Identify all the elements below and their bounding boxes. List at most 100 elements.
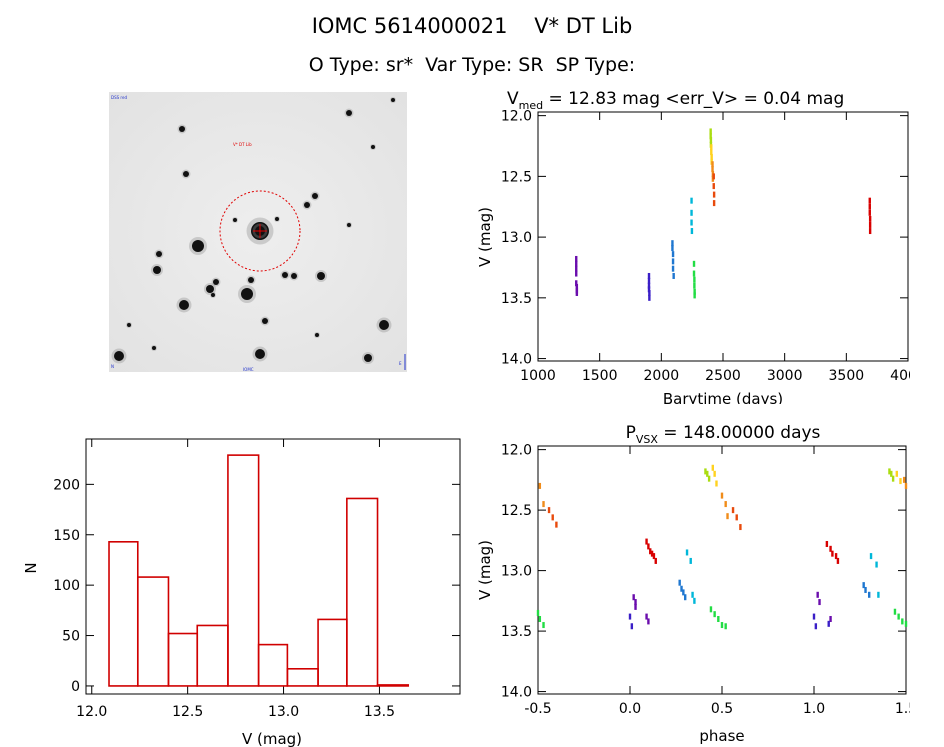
phased-y-tick-label: 14.0 [501,685,532,701]
phased-plot-frame [537,445,907,695]
sky-label-right: E [399,361,402,366]
lightcurve-y-ticks: 12.0 12.5 13.0 13.5 14.0 [501,109,908,368]
star [282,272,288,278]
phased-point [685,549,689,556]
lightcurve-point [575,283,579,290]
phased-x-tick-label: 1.5 [895,701,910,717]
phased-point [649,548,652,555]
lightcurve-point [671,265,675,272]
star [255,349,265,359]
lightcurve-point [671,258,675,265]
lightcurve-point [712,183,715,190]
aperture-circle [219,190,301,272]
star [315,333,319,337]
phased-point [739,524,742,531]
phased-y-label: V (mag) [476,540,494,600]
histogram-x-label: V (mag) [242,730,302,747]
star [179,126,185,132]
phased-x-tick-label: 0.0 [619,701,641,717]
phased-point [827,620,830,627]
field-stars [111,97,396,364]
lightcurve-title: Vmed = 12.83 mag <err_V> = 0.04 mag [507,89,844,112]
sky-label-top-left: DSS red [111,95,127,100]
phased-point [816,591,819,598]
lightcurve-point [692,260,696,267]
lightcurve-point [647,277,651,284]
histogram-y-tick-label: 0 [71,679,80,695]
histogram-bar [376,684,410,687]
star [364,354,372,362]
histogram-bar [346,497,379,687]
star [346,110,352,116]
lightcurve-point [648,289,651,296]
lightcurve-point [575,260,578,267]
object-type-line: O Type: sr* Var Type: SR SP Type: [308,54,636,76]
lightcurve-point [710,153,713,160]
phased-x-label: phase [699,727,744,745]
star [211,293,215,297]
phased-point [693,597,696,604]
lightcurve-point [711,166,714,173]
star [304,202,310,208]
lightcurve-point [575,280,578,287]
sky-label-left: N [111,364,114,369]
phased-point [720,492,724,499]
star [127,323,131,327]
star [317,272,325,280]
phased-point [836,557,840,564]
phased-y-tick-label: 13.5 [501,624,532,640]
histogram-bars [108,454,410,687]
sky-label-bottom: IOMC [243,367,254,372]
phased-point [645,538,648,545]
phased-point [551,514,554,521]
phased-point [678,579,681,586]
lightcurve-point [575,270,578,277]
lightcurve-point [690,228,694,235]
phased-point [831,550,834,557]
phased-lightcurve-chart: PVSX = 148.00000 days -0.5 0.0 0.5 1.0 1.5 1… [476,423,910,745]
histogram-y-tick-label: 100 [53,578,80,594]
phased-point [829,615,832,622]
star [371,145,375,149]
lightcurve-point [712,173,715,180]
histogram-bar [257,643,289,687]
lightcurve-point [693,276,696,283]
star [241,288,253,300]
phased-y-tick-label: 12.0 [501,443,532,459]
lightcurve-x-tick-label: 2000 [644,368,680,384]
star [114,351,124,361]
histogram-y-tick-label: 200 [53,477,80,493]
phased-x-tick-label: -0.5 [524,701,551,717]
histogram-y-label: N [22,562,40,573]
phased-point [547,507,551,514]
lightcurve-point [671,240,674,247]
phased-point [904,482,908,489]
phased-point [536,609,540,616]
phased-point [818,599,821,606]
star [192,240,204,252]
star [153,266,161,274]
lightcurve-plot-frame [537,111,909,362]
phased-point [726,513,729,520]
phased-point [720,622,724,629]
phased-point [891,475,895,482]
lightcurve-x-tick-label: 2500 [705,368,741,384]
lightcurve-point [868,209,871,216]
phased-point [868,591,871,598]
phased-point [829,545,832,552]
phased-x-tick-label: 0.5 [711,701,733,717]
phased-point [812,613,816,620]
phased-point [555,521,558,528]
lightcurve-point [672,272,675,279]
phased-point [711,464,714,471]
histogram-y-tick-label: 50 [62,629,80,645]
lightcurve-x-tick-label: 1500 [582,368,618,384]
lightcurve-point [710,144,713,151]
phased-x-tick-label: 1.0 [803,701,825,717]
lightcurve-x-tick-label: 1000 [520,368,556,384]
histogram-y-ticks: 0 50 100 150 200 [53,477,460,695]
lightcurve-point [690,209,693,216]
lightcurve-y-tick-label: 13.0 [501,230,532,246]
phased-point [542,501,545,508]
phased-point [717,615,720,622]
